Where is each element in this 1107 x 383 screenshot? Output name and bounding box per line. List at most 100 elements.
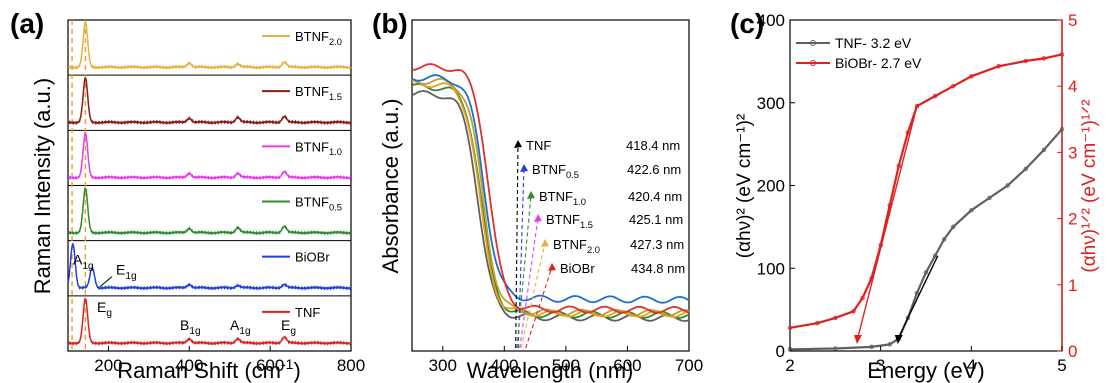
absorbance-line (411, 74, 690, 304)
tauc-point (896, 163, 901, 168)
y-left-tick-label: 100 (757, 259, 785, 278)
legend-label: TNF (295, 305, 320, 320)
tauc-point (1059, 52, 1065, 57)
x-tick-label: 600 (613, 356, 641, 375)
y-left-tick-label: 200 (757, 177, 785, 196)
tauc-point (1023, 58, 1028, 64)
edge-sample-label: BTNF1.0 (539, 189, 586, 207)
panel-a-ylabel: Raman Intensity (a.u.) (30, 78, 55, 294)
peak-annotation: Eg (97, 299, 112, 319)
y-left-tick-label: 0 (776, 342, 785, 361)
tauc-point (851, 309, 856, 314)
panel-a: (a) BTNF2.0 BTNF1.5 BTNF1.0 BTNF0.5 BiOBr TNF… (10, 8, 365, 383)
edge-value-label: 418.4 nm (626, 138, 680, 153)
tauc-point (815, 320, 820, 326)
edge-value-label: 425.1 nm (629, 212, 683, 227)
band-gap-fit-line (857, 105, 918, 338)
x-tick-label: 700 (675, 356, 703, 375)
tauc-point (914, 290, 920, 296)
panel-b-plot (411, 63, 690, 349)
tauc-point (951, 83, 956, 89)
edge-value-label: 434.8 nm (631, 261, 685, 276)
panel-c-legend: TNF- 3.2 eV BiOBr- 2.7 eV (796, 35, 922, 71)
edge-value-label: 427.3 nm (630, 237, 684, 252)
panel-b-edge-labels: TNF 418.4 nm BTNF0.5 422.6 nm BTNF1.0 420.4 n… (526, 138, 685, 276)
x-tick-label: 800 (337, 356, 365, 375)
panel-c-xlabel: Energy (eV) (867, 358, 984, 383)
legend-marker (810, 40, 816, 46)
panel-b-ylabel: Absorbance (a.u.) (378, 99, 403, 274)
edge-tangent-line (517, 167, 525, 349)
edge-arrow-head (541, 239, 549, 247)
x-tick-label: 3 (876, 356, 885, 375)
edge-arrow-head (527, 191, 535, 199)
edge-value-label: 420.4 nm (628, 189, 682, 204)
raman-spectrum-line (67, 132, 352, 181)
tauc-point (1005, 183, 1010, 188)
panel-c-frame (789, 19, 1063, 352)
x-tick-label: 4 (967, 356, 976, 375)
panel-c-label: (c) (730, 8, 764, 39)
absorbance-line (411, 63, 690, 314)
y-right-tick-label: 0 (1068, 342, 1077, 361)
edge-arrow-head (514, 140, 522, 148)
legend-label: BTNF1.5 (295, 84, 342, 102)
tauc-point (1059, 127, 1065, 132)
tauc-point (1041, 56, 1047, 61)
panel-c-ylabel-left: (αhν)² (eV cm⁻¹)² (734, 114, 755, 259)
peak-annotation: A1g (73, 252, 94, 272)
tauc-point (969, 208, 974, 213)
panel-b-frame (411, 19, 690, 352)
tauc-point (987, 195, 992, 201)
absorbance-line (411, 77, 690, 317)
tauc-point (787, 325, 793, 331)
y-right-tick-label: 1 (1068, 276, 1077, 295)
x-tick-label: 5 (1057, 356, 1066, 375)
panel-a-plot: BTNF2.0 BTNF1.5 BTNF1.0 BTNF0.5 BiOBr TNF A1g E… (67, 20, 352, 351)
legend-label: TNF- 3.2 eV (835, 35, 912, 51)
y-right-tick-label: 4 (1068, 77, 1077, 96)
x-tick-label: 400 (490, 356, 518, 375)
edge-arrow-head (534, 214, 542, 222)
tauc-point (996, 64, 1001, 69)
legend-label: BiOBr- 2.7 eV (835, 55, 922, 71)
panel-b-x-ticks: 300 400 500 600 700 (429, 346, 703, 375)
edge-arrow-head (548, 263, 556, 271)
peak-annotation: A1g (230, 317, 251, 337)
x-tick-label: 200 (94, 356, 122, 375)
edge-tangent-line (520, 242, 546, 349)
legend-marker (810, 60, 816, 66)
peak-annotation-arrow (99, 276, 113, 288)
y-left-tick-label: 300 (757, 94, 785, 113)
tauc-point (932, 93, 938, 99)
legend-label: BiOBr (295, 250, 330, 265)
tauc-line (789, 128, 1063, 351)
tauc-point (932, 253, 938, 259)
panel-b-label: (b) (372, 8, 408, 39)
panel-a-label: (a) (10, 8, 44, 39)
tauc-point (969, 74, 974, 79)
tauc-point (941, 237, 947, 242)
band-gap-arrow-head (894, 335, 903, 344)
edge-tangent-line (516, 194, 532, 349)
tauc-point (833, 315, 838, 321)
panel-a-xlabel: Raman Shift (cm-1) (117, 356, 301, 383)
y-left-tick-label: 400 (757, 11, 785, 30)
panel-c-plot (787, 52, 1065, 352)
tauc-point (1041, 147, 1047, 153)
legend-label: BTNF0.5 (295, 195, 342, 213)
legend-label: BTNF1.0 (295, 139, 342, 157)
panel-b-xlabel: Wavelength (nm) (467, 358, 634, 383)
edge-sample-label: BiOBr (560, 261, 595, 276)
tauc-point (887, 342, 892, 347)
edge-tangent-line (519, 217, 539, 349)
x-tick-label: 300 (429, 356, 457, 375)
x-tick-label: 600 (256, 356, 284, 375)
absorbance-line (411, 90, 690, 322)
panel-b: (b) 300 400 500 600 700 TNF 418.4 nm BTNF0.5 42… (372, 8, 703, 383)
edge-tangent-line (525, 266, 553, 349)
tauc-point (833, 346, 838, 351)
x-tick-label: 400 (175, 356, 203, 375)
peak-annotation: B1g (180, 317, 201, 337)
edge-sample-label: BTNF2.0 (553, 237, 600, 255)
